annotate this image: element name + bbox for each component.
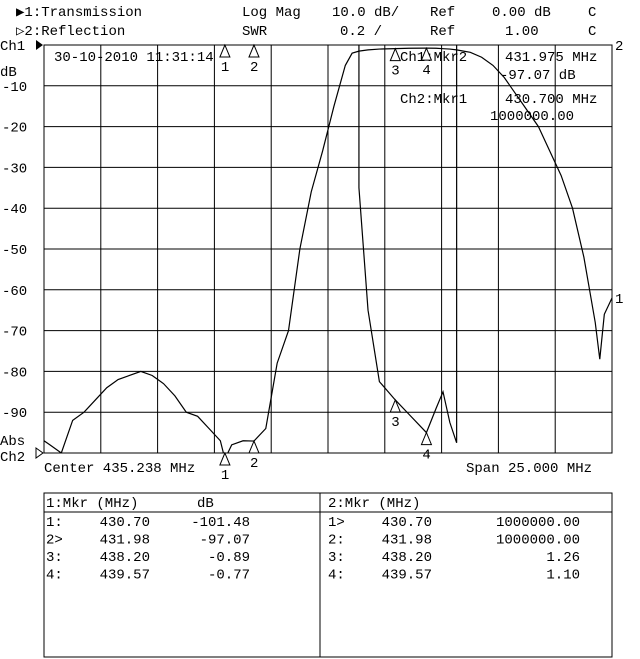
table-cell: 2: <box>328 533 345 549</box>
marker-label: 1 <box>221 60 229 76</box>
readout-freq: 431.975 MHz <box>505 50 597 66</box>
table-header: 1:Mkr (MHz) <box>46 496 138 512</box>
table-cell: 4: <box>328 568 345 584</box>
ch2-ref: 1.00 <box>505 24 539 40</box>
table-cell: 1> <box>328 515 345 531</box>
y-tick-label: -60 <box>2 284 27 300</box>
ch1-cal: C <box>588 5 596 21</box>
marker-label: 3 <box>391 64 399 80</box>
span-label: Span 25.000 MHz <box>466 461 592 477</box>
marker-triangle <box>420 46 433 61</box>
table-cell: -101.48 <box>191 515 250 531</box>
readout-freq: 430.700 MHz <box>505 92 597 108</box>
ch1-scale: 10.0 dB/ <box>332 5 399 21</box>
table-header: dB <box>197 496 214 512</box>
traces <box>44 0 612 453</box>
y-tick-label: -10 <box>2 80 27 96</box>
marker-label: 1 <box>221 468 229 484</box>
marker-label: 4 <box>422 63 430 79</box>
marker-label: 2 <box>250 456 258 472</box>
y-tick-label: -20 <box>2 121 27 137</box>
marker-triangle <box>420 431 433 446</box>
ch2-cal: C <box>588 24 596 40</box>
marker-triangle <box>248 43 260 58</box>
table-cell: -0.89 <box>208 550 250 566</box>
timestamp: 30-10-2010 11:31:14 <box>54 50 214 66</box>
y-axis-unit: dB <box>0 65 17 81</box>
table-cell: 1.26 <box>546 550 580 566</box>
ch2-scale: 0.2 / <box>340 24 382 40</box>
ch1-ref-label: Ref <box>430 5 455 21</box>
ch1-format: Log Mag <box>242 5 301 21</box>
y-axis-bottom: Ch2 <box>0 450 25 466</box>
y-tick-label: -30 <box>2 161 27 177</box>
ch1-ref: 0.00 dB <box>492 5 551 21</box>
table-cell: 431.98 <box>100 533 150 549</box>
trace-end-label: 2 <box>615 39 623 55</box>
y-tick-label: -80 <box>2 365 27 381</box>
y-tick-label: -50 <box>2 243 27 259</box>
ch1-name: ▶1:Transmission <box>16 5 142 21</box>
ch2-ref-arrow <box>35 447 44 459</box>
table-cell: 430.70 <box>100 515 150 531</box>
marker-triangle <box>219 451 231 466</box>
marker-triangle <box>389 47 402 62</box>
table-border <box>43 492 613 658</box>
marker-triangle <box>248 439 260 454</box>
table-cell: 430.70 <box>382 515 432 531</box>
marker-table: 1:Mkr (MHz) dB 2:Mkr (MHz) <box>43 492 613 658</box>
table-cell: -97.07 <box>200 533 250 549</box>
ch1-ref-arrow <box>36 40 43 50</box>
ch2-ref-label: Ref <box>430 24 455 40</box>
ch2-name: ▷2:Reflection <box>16 24 125 40</box>
readout-value: -97.07 dB <box>500 68 576 84</box>
table-cell: 1000000.00 <box>496 533 580 549</box>
y-tick-label: -90 <box>2 406 27 422</box>
table-cell: 439.57 <box>382 568 432 584</box>
readout-name: Ch2:Mkr1 <box>400 92 467 108</box>
table-cell: 4: <box>46 568 63 584</box>
ch2-format: SWR <box>242 24 268 40</box>
table-cell: 438.20 <box>382 550 432 566</box>
table-cell: 431.98 <box>382 533 432 549</box>
marker-label: 3 <box>391 415 399 431</box>
marker-label: 4 <box>422 448 430 464</box>
marker-label: 2 <box>250 60 258 76</box>
table-cell: 3: <box>46 550 63 566</box>
trace-end-label: 1 <box>615 292 623 308</box>
table-header: 2:Mkr (MHz) <box>328 496 420 512</box>
marker-triangle <box>219 43 231 58</box>
y-tick-label: -70 <box>2 325 27 341</box>
readout-name: Ch1:Mkr2 <box>400 50 467 66</box>
table-cell: 439.57 <box>100 568 150 584</box>
y-tick-label: -40 <box>2 202 27 218</box>
y-axis-bottom: Abs <box>0 434 25 450</box>
table-cell: -0.77 <box>208 568 250 584</box>
table-cell: 2> <box>46 533 63 549</box>
center-label: Center 435.238 MHz <box>44 461 195 477</box>
table-cell: 438.20 <box>100 550 150 566</box>
trace-line <box>44 47 612 453</box>
table-cell: 1: <box>46 515 63 531</box>
y-axis-top: Ch1 <box>0 39 25 55</box>
table-cell: 1.10 <box>546 568 580 584</box>
marker-triangle <box>389 398 402 413</box>
table-cell: 3: <box>328 550 345 566</box>
table-cell: 1000000.00 <box>496 515 580 531</box>
